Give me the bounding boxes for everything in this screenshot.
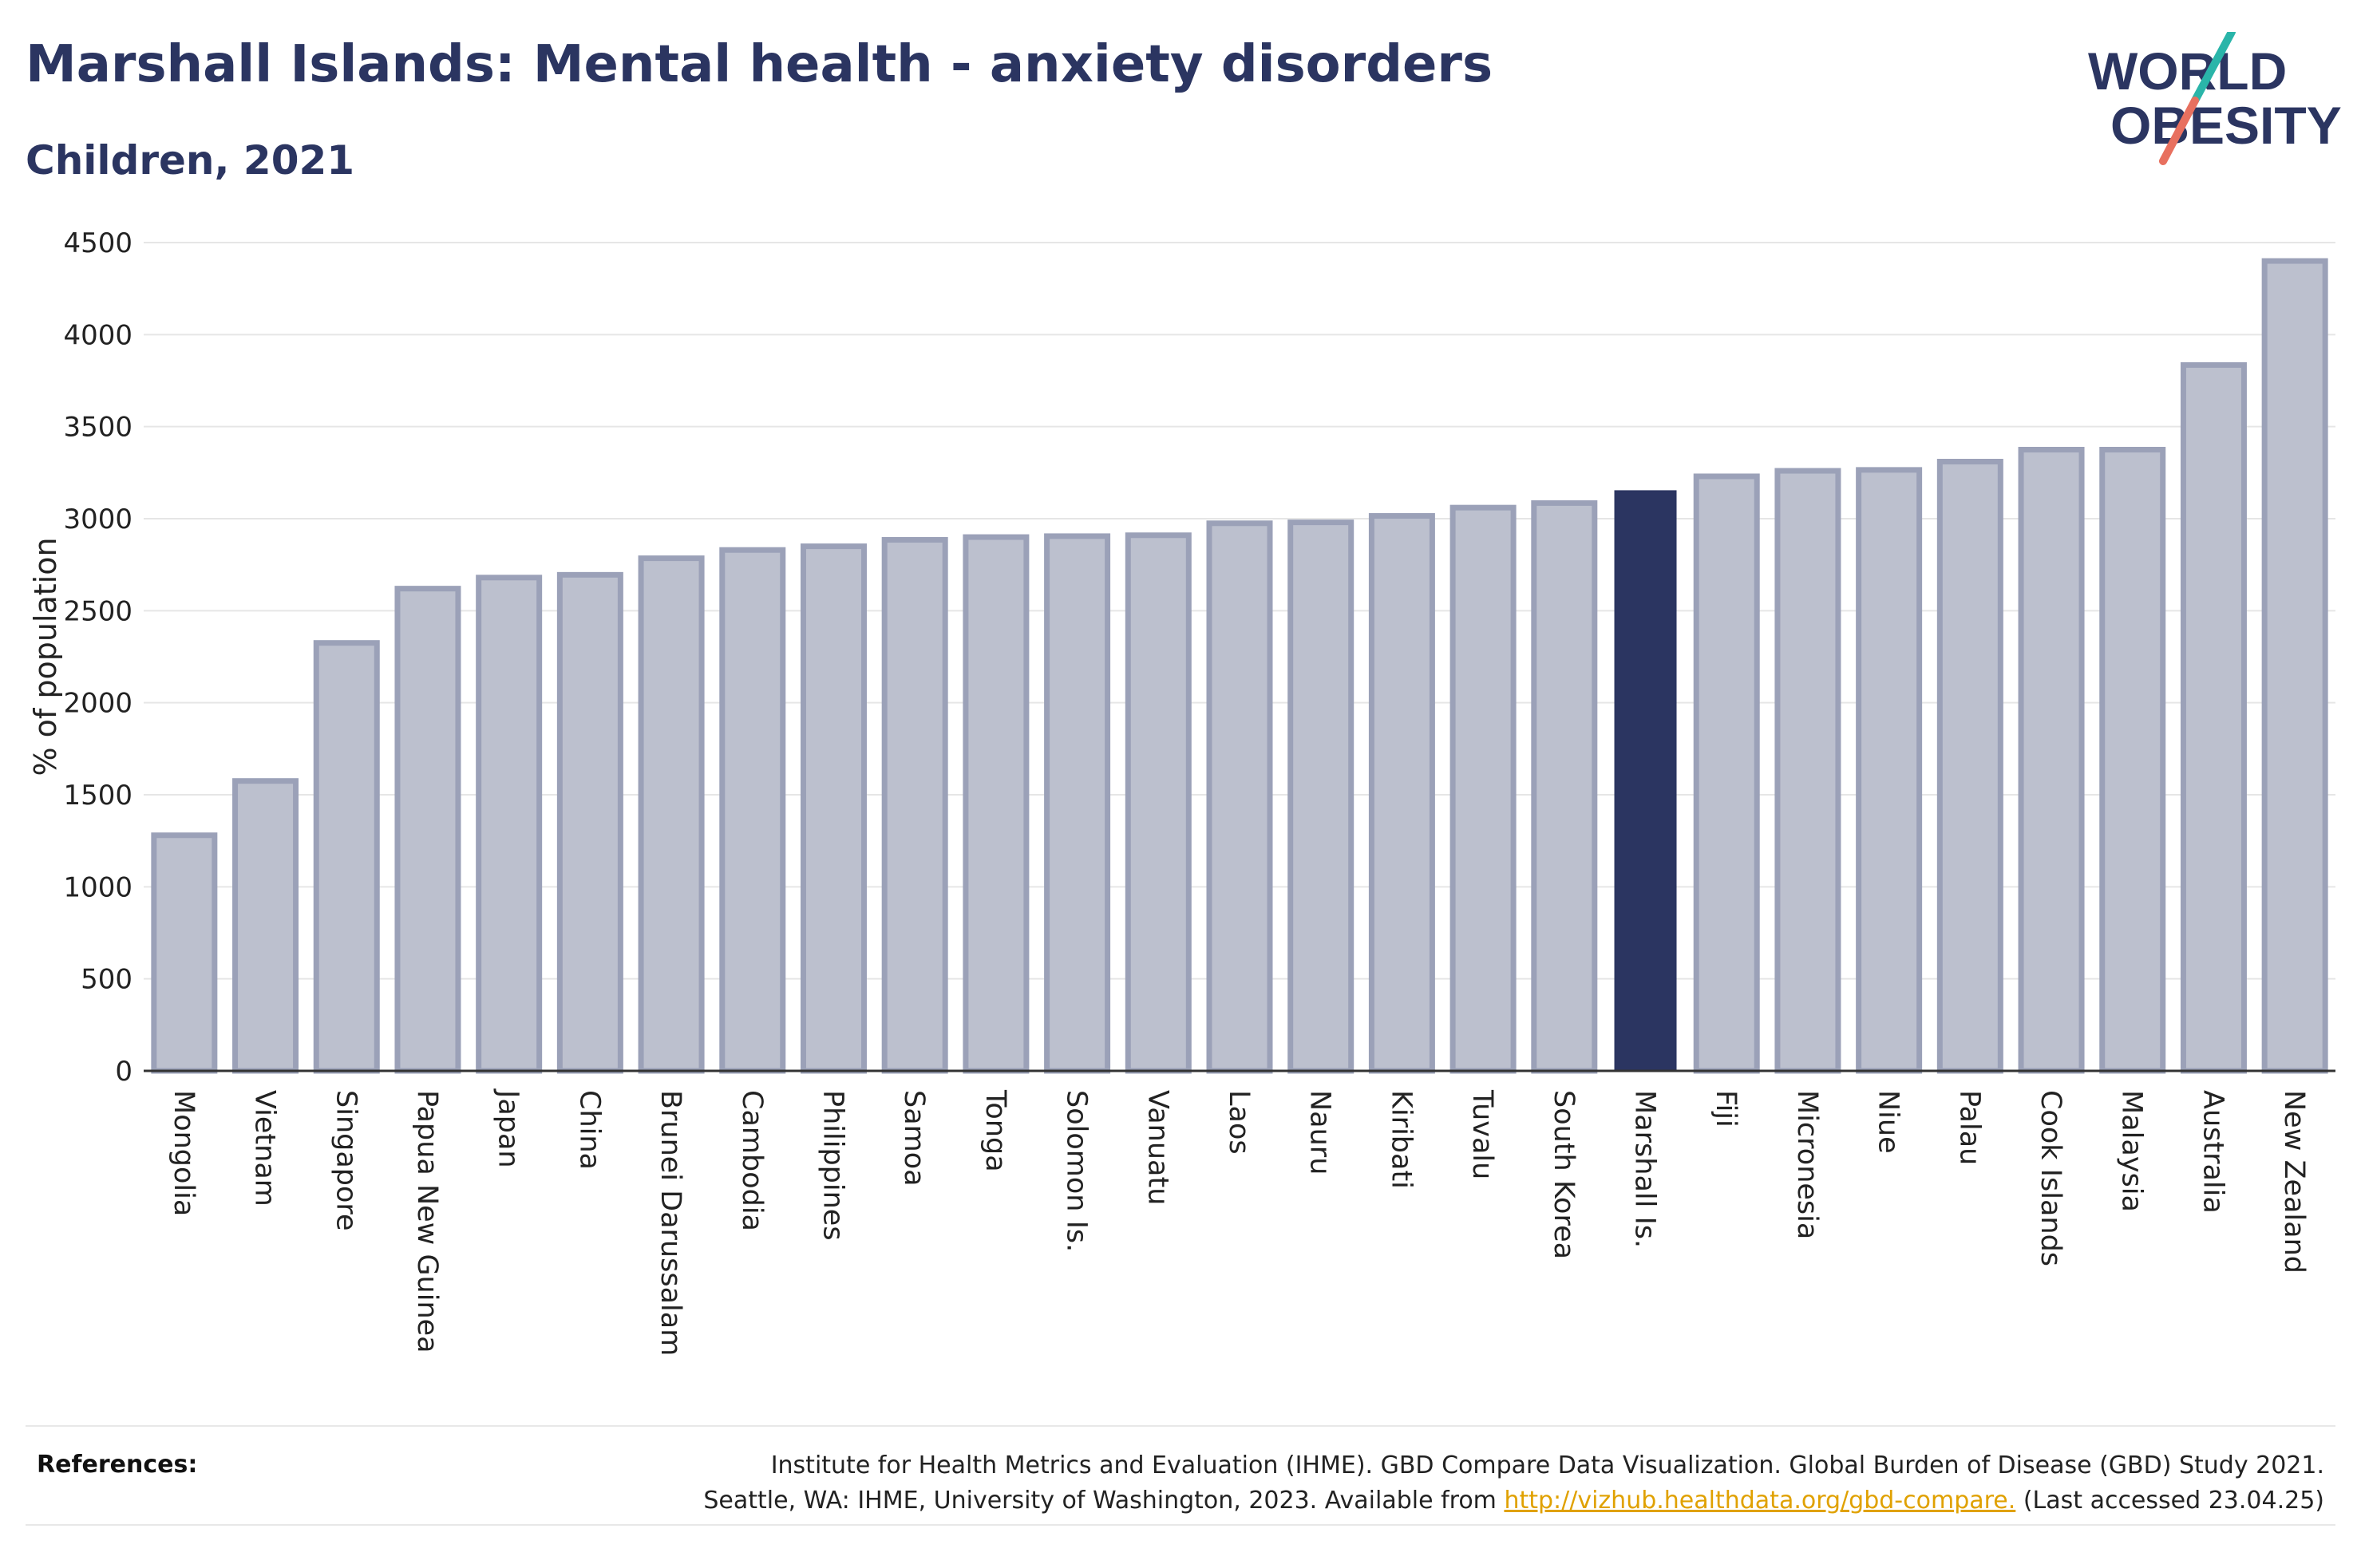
references-line-2-suffix: (Last accessed 23.04.25) [2015, 1487, 2324, 1515]
svg-text:OBESITY: OBESITY [2110, 96, 2342, 155]
bar-philippines [800, 543, 867, 1074]
logo-accent-coral [2159, 97, 2199, 165]
bar-marshall-is [1614, 490, 1677, 1072]
bar-papua-new-guinea [394, 586, 461, 1074]
y-tick-label: 1000 [63, 871, 132, 903]
y-tick-label: 3500 [63, 412, 132, 444]
x-tick-label: Tonga [979, 1089, 1011, 1172]
bar-palau [1936, 458, 2003, 1074]
bar-laos [1206, 520, 1273, 1074]
x-tick-label: Mongolia [168, 1090, 200, 1216]
bar-fiji [1693, 473, 1760, 1074]
bar-mongolia [151, 832, 218, 1074]
bar-brunei-darussalam [638, 555, 705, 1074]
bar-micronesia [1774, 468, 1841, 1074]
bar-south-korea [1531, 500, 1598, 1074]
x-tick-label: New Zealand [2278, 1090, 2310, 1274]
bar-chart: 0 500 1000 1500 2000 2500 3000 3500 4000 4500 % of… [28, 227, 2335, 1356]
x-tick-label: Niue [1873, 1090, 1904, 1154]
x-tick-label: Japan [492, 1088, 524, 1168]
y-tick-label: 4500 [63, 227, 132, 259]
logo-accent-teal [2191, 32, 2236, 105]
x-tick-label: China [573, 1090, 605, 1170]
bar-tuvalu [1449, 504, 1517, 1074]
references-line-1: Institute for Health Metrics and Evaluat… [770, 1451, 2324, 1479]
x-tick-label: Philippines [817, 1090, 848, 1241]
x-tick-label: Kiribati [1385, 1090, 1417, 1189]
references-line-2-prefix: Seattle, WA: IHME, University of Washing… [703, 1487, 1505, 1515]
bar-kiribati [1368, 513, 1435, 1074]
x-tick-label: Papua New Guinea [411, 1090, 443, 1353]
y-tick-label: 4000 [63, 319, 132, 351]
x-tick-label: Marshall Is. [1629, 1090, 1661, 1248]
y-tick-label: 2500 [63, 595, 132, 627]
x-tick-label: Cambodia [736, 1090, 768, 1231]
bar-new-zealand [2261, 258, 2328, 1074]
x-tick-label: Singapore [330, 1090, 362, 1231]
bar-cook-islands [2018, 447, 2085, 1074]
world-obesity-logo: WORLD OBESITY [2088, 32, 2342, 165]
x-tick-label: Vanuatu [1141, 1090, 1173, 1205]
x-tick-label: Tuvalu [1466, 1089, 1498, 1179]
x-tick-label: Nauru [1304, 1090, 1336, 1175]
chart-title: Marshall Islands: Mental health - anxiet… [26, 35, 1493, 94]
x-tick-label: Solomon Is. [1061, 1090, 1093, 1252]
bar-malaysia [2099, 447, 2166, 1074]
x-tick-label: Laos [1223, 1090, 1255, 1155]
bar-australia [2180, 361, 2247, 1074]
bar-niue [1856, 467, 1923, 1074]
x-tick-label: Brunei Darussalam [655, 1090, 686, 1356]
x-tick-label: Palau [1953, 1090, 1985, 1165]
bar-vanuatu [1125, 532, 1192, 1074]
x-tick-label: Malaysia [2116, 1090, 2148, 1212]
bar-tonga [963, 534, 1030, 1074]
x-tick-label: Micronesia [1791, 1090, 1823, 1239]
x-tick-label: Cook Islands [2035, 1090, 2066, 1266]
bar-vietnam [232, 778, 299, 1074]
bar-cambodia [719, 547, 786, 1074]
y-tick-label: 3000 [63, 504, 132, 535]
references-link[interactable]: http://vizhub.healthdata.org/gbd-compare… [1504, 1487, 2016, 1515]
references-bottom-divider [26, 1524, 2335, 1526]
x-tick-label: Samoa [898, 1090, 930, 1187]
bar-singapore [313, 640, 380, 1074]
x-tick-label: South Korea [1548, 1090, 1580, 1259]
references-text: Institute for Health Metrics and Evaluat… [568, 1448, 2324, 1519]
x-tick-label: Vietnam [249, 1090, 281, 1207]
y-tick-label: 1500 [63, 780, 132, 812]
svg-text:WORLD: WORLD [2088, 41, 2287, 101]
bar-china [556, 571, 623, 1074]
x-tick-label: Fiji [1710, 1090, 1742, 1128]
y-tick-label: 0 [115, 1056, 132, 1088]
references-label: References: [37, 1451, 198, 1479]
references-top-divider [26, 1425, 2335, 1427]
chart-subtitle: Children, 2021 [26, 137, 355, 184]
x-tick-label: Australia [2197, 1090, 2229, 1214]
y-axis-label: % of population [28, 537, 63, 776]
bar-samoa [881, 537, 948, 1074]
references-line-2: Seattle, WA: IHME, University of Washing… [568, 1483, 2324, 1519]
bar-japan [476, 575, 543, 1074]
bar-nauru [1287, 519, 1355, 1074]
y-tick-label: 500 [81, 964, 132, 996]
y-tick-label: 2000 [63, 688, 132, 720]
bar-solomon-is [1044, 533, 1111, 1074]
